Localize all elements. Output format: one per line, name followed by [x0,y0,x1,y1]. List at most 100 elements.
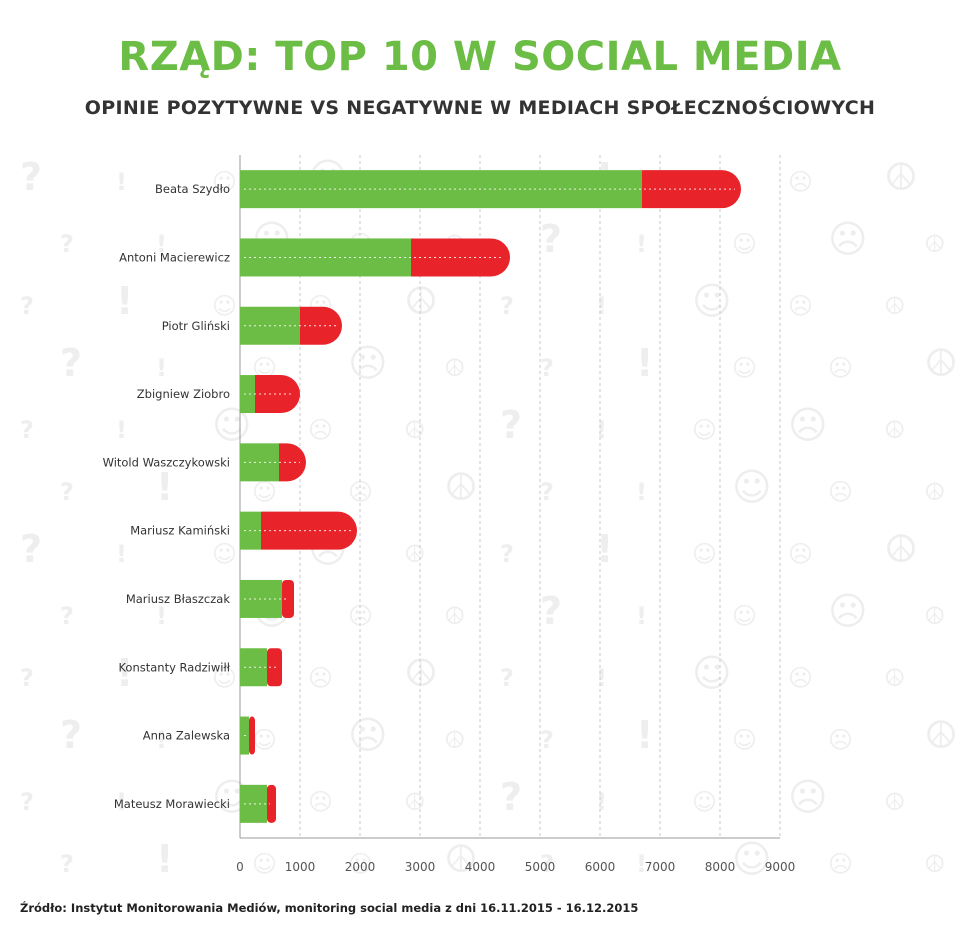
pattern-glyph: ? [500,292,514,320]
bar-negative [267,784,276,823]
pattern-glyph: ☹ [828,589,868,633]
pattern-glyph: ? [60,341,82,385]
pattern-glyph: ☹ [348,850,373,878]
pattern-glyph: ☮ [924,230,946,258]
pattern-glyph: ! [636,230,647,258]
pattern-glyph: ? [540,850,554,878]
pattern-glyph: ☺ [692,651,732,695]
x-tick-label: 3000 [405,860,436,874]
pattern-glyph: ☺ [732,602,757,630]
pattern-glyph: ☺ [732,354,757,382]
pattern-glyph: ☹ [308,788,333,816]
pattern-glyph: ☺ [212,664,237,692]
category-label: Anna Zalewska [143,729,230,743]
pattern-glyph: ☮ [924,713,958,757]
x-tick-label: 6000 [585,860,616,874]
pattern-glyph: ! [596,788,607,816]
pattern-glyph: ! [636,341,653,385]
pattern-glyph: ? [60,602,74,630]
category-label: Beata Szydło [155,182,230,196]
pattern-glyph: ? [20,416,34,444]
x-tick-label: 9000 [765,860,796,874]
pattern-glyph: ? [540,478,554,506]
pattern-glyph: ☹ [348,341,388,385]
pattern-glyph: ! [156,602,167,630]
pattern-glyph: ! [116,168,127,196]
pattern-glyph: ☺ [252,478,277,506]
bar-positive [240,375,255,414]
pattern-glyph: ! [596,292,607,320]
x-tick-label: 0 [236,860,244,874]
pattern-glyph: ☹ [828,354,853,382]
pattern-glyph: ? [60,850,74,878]
pattern-glyph: ☹ [788,540,813,568]
pattern-glyph: ☺ [732,726,757,754]
pattern-glyph: ! [156,726,167,754]
pattern-glyph: ☺ [692,416,717,444]
pattern-glyph: ! [116,279,133,323]
pattern-glyph: ? [500,664,514,692]
pattern-glyph: ? [60,230,74,258]
category-label: Konstanty Radziwiłł [118,660,230,674]
pattern-glyph: ☹ [828,726,853,754]
source-note: Źródło: Instytut Monitorowania Mediów, m… [20,901,639,915]
chart-title: RZĄD: TOP 10 W SOCIAL MEDIA [118,34,842,80]
x-tick-label: 4000 [465,860,496,874]
pattern-glyph: ☮ [884,664,906,692]
pattern-glyph: ☹ [788,403,828,447]
pattern-glyph: ☹ [788,664,813,692]
pattern-glyph: ☺ [732,837,772,881]
pattern-glyph: ☹ [348,602,373,630]
x-tick-label: 7000 [645,860,676,874]
pattern-glyph: ☮ [444,837,478,881]
pattern-glyph: ☺ [732,465,772,509]
x-tick-label: 8000 [705,860,736,874]
pattern-glyph: ? [540,217,562,261]
pattern-glyph: ☮ [404,279,438,323]
chart-subtitle: OPINIE POZYTYWNE VS NEGATYWNE W MEDIACH … [84,97,876,119]
bar-negative [279,443,306,482]
pattern-glyph: ☺ [252,726,277,754]
pattern-glyph: ! [156,837,173,881]
pattern-glyph: ? [500,540,514,568]
pattern-glyph: ! [596,664,607,692]
pattern-glyph: ? [20,664,34,692]
pattern-glyph: ☺ [692,788,717,816]
category-label: Zbigniew Ziobro [137,387,230,401]
pattern-glyph: ☮ [884,416,906,444]
pattern-glyph: ! [636,850,647,878]
pattern-glyph: ? [540,589,562,633]
pattern-glyph: ! [156,230,167,258]
pattern-glyph: ☹ [348,713,388,757]
pattern-glyph: ☹ [788,168,813,196]
x-tick-label: 1000 [285,860,316,874]
pattern-glyph: ☮ [884,292,906,320]
pattern-glyph: ! [636,478,647,506]
bar-negative [282,579,294,618]
pattern-glyph: ? [500,403,522,447]
pattern-glyph: ? [60,713,82,757]
x-tick-label: 2000 [345,860,376,874]
pattern-glyph: ☹ [788,775,828,819]
category-label: Mariusz Kamiński [130,524,230,538]
pattern-glyph: ☹ [828,478,853,506]
pattern-glyph: ! [116,416,127,444]
pattern-glyph: ? [540,354,554,382]
pattern-glyph: ☹ [788,292,813,320]
pattern-glyph: ☮ [884,788,906,816]
pattern-glyph: ☮ [444,602,466,630]
pattern-glyph: ! [156,354,167,382]
pattern-glyph: ! [116,540,127,568]
pattern-glyph: ? [20,527,42,571]
pattern-glyph: ☺ [252,850,277,878]
pattern-glyph: ☮ [924,602,946,630]
pattern-glyph: ☮ [924,341,958,385]
pattern-glyph: ? [60,478,74,506]
pattern-glyph: ☮ [444,354,466,382]
pattern-glyph: ! [116,788,127,816]
bar-negative [249,716,255,755]
pattern-glyph: ☮ [884,527,918,571]
pattern-glyph: ☮ [444,465,478,509]
pattern-glyph: ☹ [828,217,868,261]
